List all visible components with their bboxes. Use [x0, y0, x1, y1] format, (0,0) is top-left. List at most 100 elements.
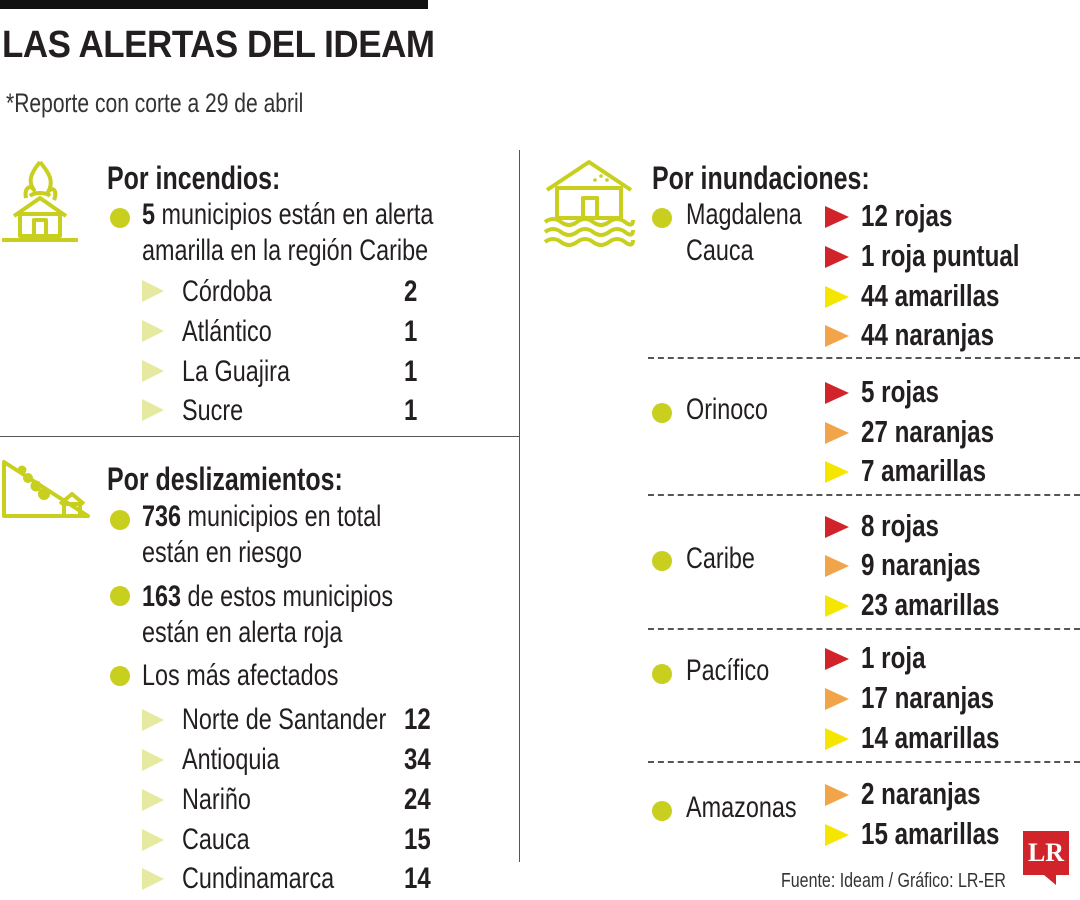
region-separator	[648, 494, 1080, 496]
top-rule	[0, 0, 428, 9]
list-item-value: 14	[404, 862, 431, 895]
landslide-icon	[2, 460, 90, 518]
list-item-name: La Guajira	[182, 355, 290, 388]
orange-alert-triangle	[825, 688, 849, 710]
deslizamientos-red-count: 163	[142, 580, 182, 613]
list-item-value: 24	[404, 783, 431, 816]
report-note: *Reporte con corte a 29 de abril	[6, 88, 304, 118]
bullet-dot	[110, 208, 130, 228]
bullet-triangle	[142, 749, 164, 771]
list-item-name: Nariño	[182, 783, 251, 816]
deslizamientos-p2-line1: 163 de estos municipios	[142, 580, 394, 613]
alert-text: 17 naranjas	[861, 680, 995, 715]
red-alert-triangle	[825, 516, 849, 538]
region-name-line2: Cauca	[686, 234, 754, 267]
column-divider	[519, 150, 520, 862]
yellow-alert-triangle	[825, 595, 849, 617]
list-item-name: Norte de Santander	[182, 703, 387, 736]
orange-alert-triangle	[825, 325, 849, 347]
alert-text: 15 amarillas	[861, 816, 1000, 851]
bullet-dot	[652, 551, 672, 571]
bullet-dot	[110, 666, 130, 686]
bullet-dot	[110, 586, 130, 606]
list-item-name: Cauca	[182, 823, 250, 856]
region-separator	[648, 761, 1080, 763]
incendios-summary-line2: amarilla en la región Caribe	[142, 234, 429, 267]
alert-text: 23 amarillas	[861, 587, 1000, 622]
yellow-alert-triangle	[825, 286, 849, 308]
alert-text: 5 rojas	[861, 374, 939, 409]
list-item-value: 1	[404, 394, 418, 427]
region-name: Orinoco	[686, 393, 768, 426]
yellow-alert-triangle	[825, 461, 849, 483]
incendios-summary-line1: 5 municipios están en alerta	[142, 198, 434, 231]
region-name: Amazonas	[686, 791, 797, 824]
region-name: Caribe	[686, 542, 755, 575]
red-alert-triangle	[825, 382, 849, 404]
deslizamientos-p2-line2: están en alerta roja	[142, 616, 343, 649]
bullet-dot	[652, 208, 672, 228]
list-item-name: Atlántico	[182, 315, 272, 348]
region-name: Pacífico	[686, 654, 770, 687]
deslizamientos-p3: Los más afectados	[142, 659, 339, 692]
section-divider	[0, 436, 520, 437]
list-item-name: Antioquia	[182, 743, 280, 776]
alert-text: 9 naranjas	[861, 547, 981, 582]
bullet-triangle	[142, 709, 164, 731]
list-item-value: 1	[404, 355, 418, 388]
list-item-value: 15	[404, 823, 431, 856]
list-item-value: 1	[404, 315, 418, 348]
deslizamientos-heading: Por deslizamientos:	[107, 461, 343, 497]
list-item-name: Cundinamarca	[182, 862, 335, 895]
region-name: Magdalena	[686, 198, 802, 231]
incendios-count: 5	[142, 198, 156, 231]
bullet-triangle	[142, 280, 164, 302]
bullet-dot	[110, 510, 130, 530]
alert-text: 1 roja puntual	[861, 238, 1020, 273]
deslizamientos-total-count: 736	[142, 500, 182, 533]
list-item-name: Sucre	[182, 394, 244, 427]
bullet-dot	[652, 664, 672, 684]
deslizamientos-p1-line2: están en riesgo	[142, 536, 303, 569]
list-item-value: 34	[404, 743, 431, 776]
red-alert-triangle	[825, 246, 849, 268]
bullet-triangle	[142, 789, 164, 811]
alert-text: 12 rojas	[861, 198, 953, 233]
lr-logo-tip	[1044, 875, 1056, 885]
region-separator	[648, 357, 1080, 359]
yellow-alert-triangle	[825, 728, 849, 750]
bullet-triangle	[142, 399, 164, 421]
list-item-value: 12	[404, 703, 431, 736]
alert-text: 14 amarillas	[861, 720, 1000, 755]
red-alert-triangle	[825, 648, 849, 670]
inundaciones-heading: Por inundaciones:	[652, 160, 870, 196]
bullet-triangle	[142, 868, 164, 890]
orange-alert-triangle	[825, 555, 849, 577]
bullet-triangle	[142, 320, 164, 342]
page-title: LAS ALERTAS DEL IDEAM	[2, 24, 435, 66]
bullet-dot	[652, 801, 672, 821]
yellow-alert-triangle	[825, 824, 849, 846]
bullet-triangle	[142, 360, 164, 382]
orange-alert-triangle	[825, 784, 849, 806]
alert-text: 27 naranjas	[861, 414, 995, 449]
alert-text: 8 rojas	[861, 508, 939, 543]
region-separator	[648, 628, 1080, 630]
source-credit: Fuente: Ideam / Gráfico: LR-ER	[781, 870, 1006, 892]
alert-text: 44 amarillas	[861, 278, 1000, 313]
orange-alert-triangle	[825, 422, 849, 444]
alert-text: 1 roja	[861, 640, 926, 675]
list-item-name: Córdoba	[182, 275, 272, 308]
alert-text: 44 naranjas	[861, 317, 995, 352]
bullet-dot	[652, 403, 672, 423]
red-alert-triangle	[825, 206, 849, 228]
incendios-heading: Por incendios:	[107, 160, 281, 196]
alert-text: 2 naranjas	[861, 776, 981, 811]
fire-house-icon	[2, 160, 78, 242]
alert-text: 7 amarillas	[861, 453, 987, 488]
bullet-triangle	[142, 829, 164, 851]
lr-logo: LR	[1023, 831, 1069, 875]
list-item-value: 2	[404, 275, 418, 308]
flood-house-icon	[543, 160, 635, 247]
deslizamientos-p1-line1: 736 municipios en total	[142, 500, 382, 533]
